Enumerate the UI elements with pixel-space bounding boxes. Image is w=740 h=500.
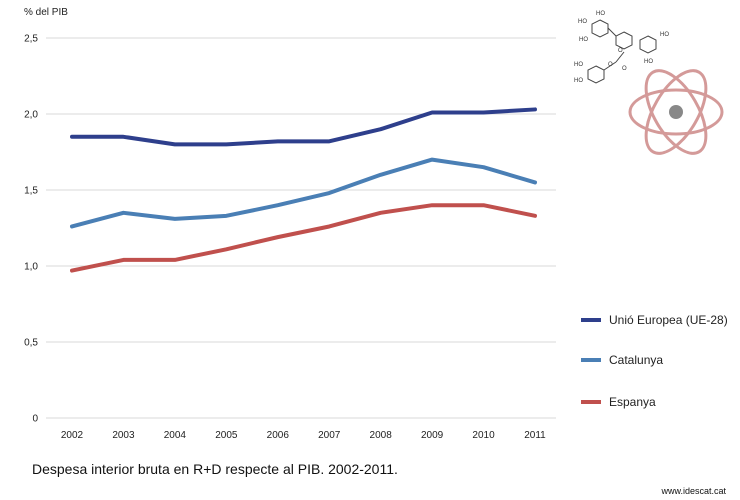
grid	[46, 37, 556, 419]
legend-label: Espanya	[609, 395, 656, 409]
svg-text:HO: HO	[578, 19, 587, 25]
x-tick-label: 2003	[112, 430, 135, 441]
y-tick-label: 2,5	[24, 34, 38, 45]
y-axis: 0 0,5 1,0 1,5 2,0 2,5	[24, 34, 38, 425]
y-tick-label: 2,0	[24, 110, 38, 121]
svg-text:HO: HO	[644, 59, 653, 65]
svg-text:HO: HO	[574, 78, 583, 84]
svg-text:O: O	[622, 66, 627, 72]
x-tick-label: 2005	[215, 430, 238, 441]
y-tick-label: 0	[32, 414, 38, 425]
y-axis-label: % del PIB	[24, 7, 68, 18]
atom-illustration	[628, 69, 724, 155]
source-link[interactable]: www.idescat.cat	[661, 486, 726, 496]
x-axis: 2002 2003 2004 2005 2006 2007 2008 2009 2010 2011	[61, 430, 546, 441]
svg-text:O: O	[608, 62, 613, 68]
y-tick-label: 0,5	[24, 338, 38, 349]
svg-text:HO: HO	[596, 11, 605, 17]
legend: Unió Europea (UE-28) Catalunya Espanya	[581, 313, 728, 409]
chart-caption: Despesa interior bruta en R+D respecte a…	[32, 461, 398, 477]
x-tick-label: 2011	[524, 430, 546, 441]
molecule-labels: HO HO HO HO HO HO HO O O O	[574, 11, 669, 84]
x-tick-label: 2006	[267, 430, 290, 441]
series-lines	[70, 107, 537, 273]
x-tick-label: 2004	[164, 430, 187, 441]
svg-text:HO: HO	[574, 62, 583, 68]
y-tick-label: 1,5	[24, 186, 38, 197]
legend-label: Unió Europea (UE-28)	[609, 313, 728, 327]
x-tick-label: 2002	[61, 430, 84, 441]
svg-text:HO: HO	[579, 37, 588, 43]
atom-nucleus	[669, 105, 683, 119]
series-line-0	[70, 107, 537, 147]
x-tick-label: 2008	[370, 430, 393, 441]
x-tick-label: 2009	[421, 430, 444, 441]
x-tick-label: 2010	[472, 430, 495, 441]
molecule-illustration	[587, 19, 657, 84]
series-line-2	[70, 203, 537, 273]
y-tick-label: 1,0	[24, 262, 38, 273]
x-tick-label: 2007	[318, 430, 341, 441]
legend-label: Catalunya	[609, 353, 663, 367]
svg-text:O: O	[618, 48, 623, 54]
svg-text:HO: HO	[660, 32, 669, 38]
series-line-1	[70, 157, 537, 229]
